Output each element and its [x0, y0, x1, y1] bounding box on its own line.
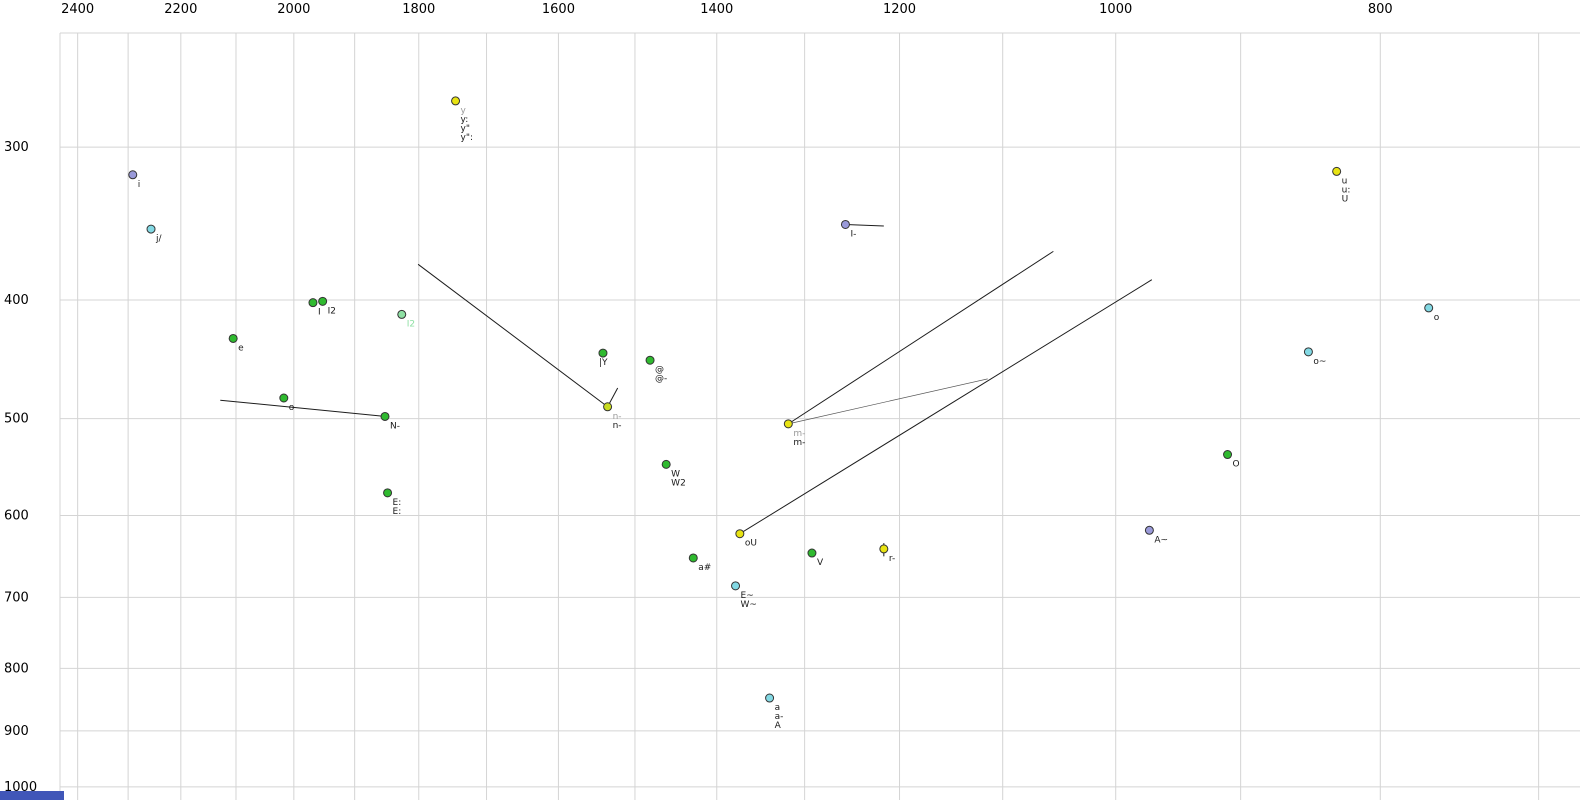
point-label-E-long: E: — [393, 507, 402, 517]
point-label-a: a — [775, 703, 781, 713]
point-label-i: i — [138, 180, 141, 190]
data-point-y[interactable] — [451, 96, 461, 106]
point-label-E-nasal: W~ — [741, 600, 757, 610]
point-label-E-nasal: E~ — [741, 591, 754, 601]
connector-line — [739, 279, 1153, 535]
point-label-barY: |Y — [599, 358, 608, 368]
data-point-W[interactable] — [661, 459, 671, 469]
point-label-n-: n- — [613, 412, 622, 422]
screen-corner-artifact — [0, 791, 64, 800]
data-point-E-long[interactable] — [383, 488, 393, 498]
point-label-I2-light: I2 — [407, 319, 415, 329]
point-label-m-: m- — [793, 429, 805, 439]
y-tick-label: 400 — [4, 293, 29, 308]
data-point-o-nasal[interactable] — [1303, 347, 1313, 357]
data-point-o-front[interactable] — [279, 393, 289, 403]
data-point-i[interactable] — [128, 170, 138, 180]
y-tick-label: 600 — [4, 508, 29, 523]
data-point-a[interactable] — [765, 693, 775, 703]
data-point-I2-light[interactable] — [397, 309, 407, 319]
data-point-barY[interactable] — [598, 348, 608, 358]
point-label-a: a- — [775, 712, 784, 722]
x-tick-label: 2400 — [61, 2, 94, 17]
point-label-at: @- — [655, 374, 667, 384]
connector-line — [220, 399, 386, 417]
data-point-I[interactable] — [308, 298, 318, 308]
point-label-E-long: E: — [393, 498, 402, 508]
connector-line — [788, 250, 1054, 425]
data-point-I-[interactable] — [840, 219, 850, 229]
data-point-u[interactable] — [1332, 166, 1342, 176]
x-tick-label: 2200 — [164, 2, 197, 17]
point-label-N-: N- — [390, 421, 400, 431]
data-point-O[interactable] — [1223, 450, 1233, 460]
point-label-y: y: — [461, 115, 469, 125]
point-label-o-back: o — [1434, 313, 1440, 323]
point-label-e: e — [238, 343, 244, 353]
point-label-O: O — [1233, 460, 1240, 470]
x-tick-label: 1000 — [1099, 2, 1132, 17]
point-label-o-front: o — [289, 403, 295, 413]
x-tick-label: 1800 — [402, 2, 435, 17]
point-label-at: @ — [655, 365, 664, 375]
data-point-r-[interactable] — [879, 544, 889, 554]
data-point-m-[interactable] — [783, 419, 793, 429]
connector-line — [417, 263, 608, 408]
y-tick-label: 700 — [4, 590, 29, 605]
data-point-o-back[interactable] — [1424, 303, 1434, 313]
x-tick-label: 800 — [1368, 2, 1393, 17]
point-label-j-slash: j/ — [155, 234, 163, 244]
point-label-n-: n- — [613, 421, 622, 431]
y-tick-label: 300 — [4, 140, 29, 155]
data-point-N-[interactable] — [380, 411, 390, 421]
x-tick-label: 2000 — [277, 2, 310, 17]
data-point-j-slash[interactable] — [146, 224, 156, 234]
point-label-A-nasal: A~ — [1154, 535, 1168, 545]
point-label-y: y" — [461, 124, 470, 134]
point-label-I-: I- — [850, 229, 856, 239]
point-label-W: W2 — [671, 478, 686, 488]
point-label-I: I — [318, 308, 321, 318]
data-point-oU[interactable] — [735, 529, 745, 539]
y-tick-label: 500 — [4, 412, 29, 427]
x-tick-label: 1400 — [700, 2, 733, 17]
data-point-I2-dark[interactable] — [318, 296, 328, 306]
data-point-at[interactable] — [645, 355, 655, 365]
data-point-V[interactable] — [807, 548, 817, 558]
data-point-n-[interactable] — [603, 402, 613, 412]
y-tick-label: 800 — [4, 661, 29, 676]
point-label-I2-dark: I2 — [328, 306, 336, 316]
point-label-oU: oU — [745, 539, 757, 549]
connector-line — [788, 378, 988, 425]
data-point-E-nasal[interactable] — [731, 581, 741, 591]
point-label-u: U — [1342, 194, 1349, 204]
point-label-o-nasal: o~ — [1313, 357, 1326, 367]
data-point-A-nasal[interactable] — [1144, 525, 1154, 535]
x-tick-label: 1600 — [542, 2, 575, 17]
point-label-W: W — [671, 469, 680, 479]
data-point-e[interactable] — [228, 333, 238, 343]
y-tick-label: 900 — [4, 724, 29, 739]
x-tick-label: 1200 — [883, 2, 916, 17]
point-label-u: u — [1342, 176, 1348, 186]
point-label-m-: m- — [793, 438, 805, 448]
point-label-a: A — [775, 721, 782, 731]
point-label-V: V — [817, 558, 824, 568]
point-label-y: y — [461, 106, 467, 116]
point-label-a-hash: a# — [698, 563, 711, 573]
point-label-u: u: — [1342, 185, 1351, 195]
connector-line — [845, 223, 884, 227]
data-point-a-hash[interactable] — [688, 553, 698, 563]
point-label-r-: r- — [889, 554, 895, 564]
point-label-y: y": — [461, 133, 474, 143]
